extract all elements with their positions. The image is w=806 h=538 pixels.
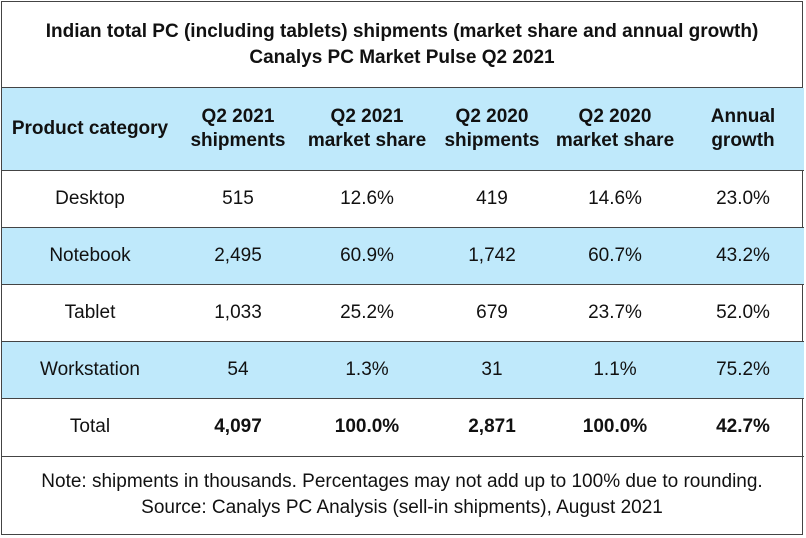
cell-total-value: 4,097 [178, 398, 298, 457]
cell-category: Desktop [2, 170, 178, 228]
header-text: market share [307, 129, 427, 151]
header-text: shipments [444, 129, 540, 151]
header-text: Q2 2020 [455, 105, 529, 127]
header-text: Q2 2021 [330, 105, 404, 127]
cell-total-value: 2,871 [436, 398, 548, 457]
cell-value: 52.0% [682, 284, 804, 342]
cell-value: 515 [178, 170, 298, 228]
cell-value: 1.1% [548, 341, 682, 399]
shipments-table: Product category Q2 2021 shipments Q2 20… [2, 88, 804, 457]
cell-value: 1.3% [298, 341, 436, 399]
header-text: shipments [190, 129, 286, 151]
header-text: growth [711, 129, 775, 151]
header-text: Annual [710, 105, 776, 127]
footnote: Note: shipments in thousands. Percentage… [2, 455, 802, 534]
cell-category: Notebook [2, 227, 178, 285]
table-row: Desktop 515 12.6% 419 14.6% 23.0% [2, 170, 804, 228]
cell-category: Total [2, 398, 178, 457]
table-row: Notebook 2,495 60.9% 1,742 60.7% 43.2% [2, 227, 804, 285]
cell-value: 60.9% [298, 227, 436, 285]
footnote-line-1: Note: shipments in thousands. Percentage… [41, 470, 763, 492]
cell-value: 23.7% [548, 284, 682, 342]
header-q2-2021-shipments: Q2 2021 shipments [178, 88, 298, 171]
cell-value: 23.0% [682, 170, 804, 228]
title-line-1: Indian total PC (including tablets) ship… [45, 20, 759, 42]
footnote-line-2: Source: Canalys PC Analysis (sell-in shi… [141, 496, 663, 518]
cell-value: 43.2% [682, 227, 804, 285]
cell-value: 60.7% [548, 227, 682, 285]
cell-total-value: 100.0% [548, 398, 682, 457]
cell-value: 1,742 [436, 227, 548, 285]
header-text: Product category [11, 117, 169, 139]
cell-value: 12.6% [298, 170, 436, 228]
cell-category: Tablet [2, 284, 178, 342]
header-q2-2020-market-share: Q2 2020 market share [548, 88, 682, 171]
cell-value: 25.2% [298, 284, 436, 342]
cell-value: 14.6% [548, 170, 682, 228]
header-text: Q2 2020 [578, 105, 652, 127]
total-row: Total 4,097 100.0% 2,871 100.0% 42.7% [2, 398, 804, 457]
table-row: Tablet 1,033 25.2% 679 23.7% 52.0% [2, 284, 804, 342]
cell-value: 679 [436, 284, 548, 342]
header-text: market share [555, 129, 675, 151]
cell-total-value: 42.7% [682, 398, 804, 457]
cell-value: 75.2% [682, 341, 804, 399]
cell-value: 419 [436, 170, 548, 228]
header-q2-2021-market-share: Q2 2021 market share [298, 88, 436, 171]
cell-total-value: 100.0% [298, 398, 436, 457]
cell-category: Workstation [2, 341, 178, 399]
title-line-2: Canalys PC Market Pulse Q2 2021 [249, 46, 555, 68]
header-q2-2020-shipments: Q2 2020 shipments [436, 88, 548, 171]
cell-value: 1,033 [178, 284, 298, 342]
table-title: Indian total PC (including tablets) ship… [2, 2, 802, 88]
cell-value: 2,495 [178, 227, 298, 285]
cell-value: 54 [178, 341, 298, 399]
cell-value: 31 [436, 341, 548, 399]
header-annual-growth: Annual growth [682, 88, 804, 171]
header-row: Product category Q2 2021 shipments Q2 20… [2, 88, 804, 171]
header-product-category: Product category [2, 88, 178, 171]
header-text: Q2 2021 [201, 105, 275, 127]
table-row: Workstation 54 1.3% 31 1.1% 75.2% [2, 341, 804, 399]
